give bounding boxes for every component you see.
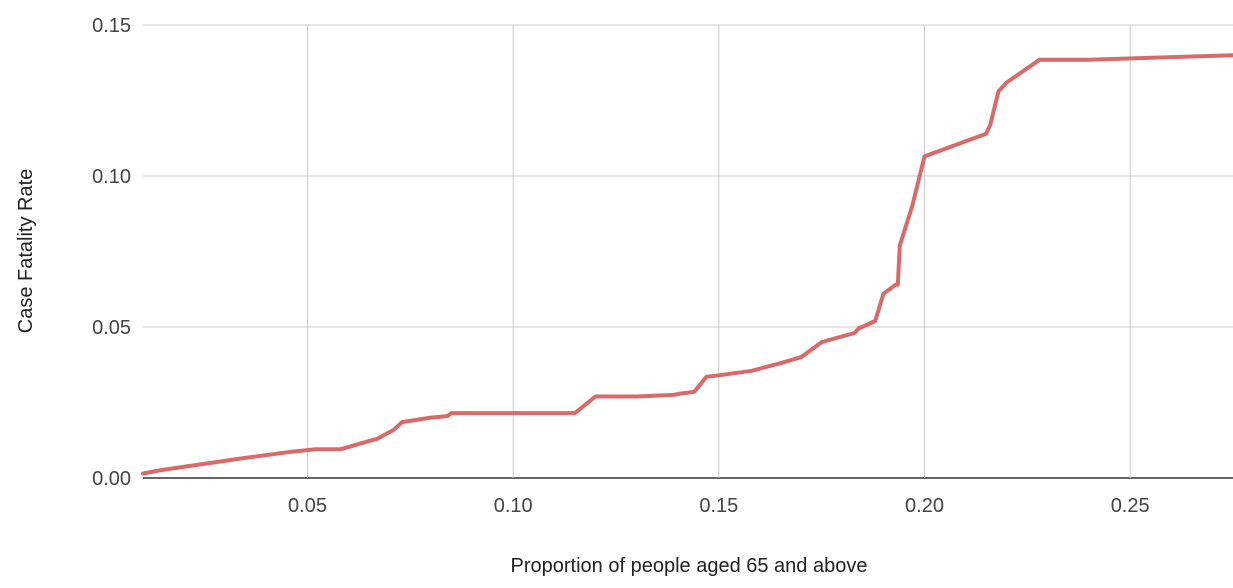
x-tick-label: 0.20 bbox=[905, 495, 944, 517]
y-tick-label: 0.10 bbox=[92, 166, 131, 188]
y-tick-label: 0.05 bbox=[92, 317, 131, 339]
x-tick-label: 0.05 bbox=[288, 495, 327, 517]
gridlines bbox=[143, 24, 1233, 479]
x-axis-title: Proportion of people aged 65 and above bbox=[511, 555, 868, 577]
x-tick-label: 0.15 bbox=[699, 495, 738, 517]
y-axis-title: Case Fatality Rate bbox=[15, 169, 37, 334]
y-tick-label: 0.15 bbox=[92, 15, 131, 37]
y-tick-label: 0.00 bbox=[92, 468, 131, 490]
x-tick-label: 0.10 bbox=[494, 495, 533, 517]
tick-labels: 0.00 0.05 0.10 0.15 0.05 0.10 0.15 0.20 0.25 bbox=[92, 15, 1150, 517]
x-tick-label: 0.25 bbox=[1111, 495, 1150, 517]
series-line bbox=[141, 53, 1233, 476]
series-layer bbox=[141, 53, 1233, 476]
